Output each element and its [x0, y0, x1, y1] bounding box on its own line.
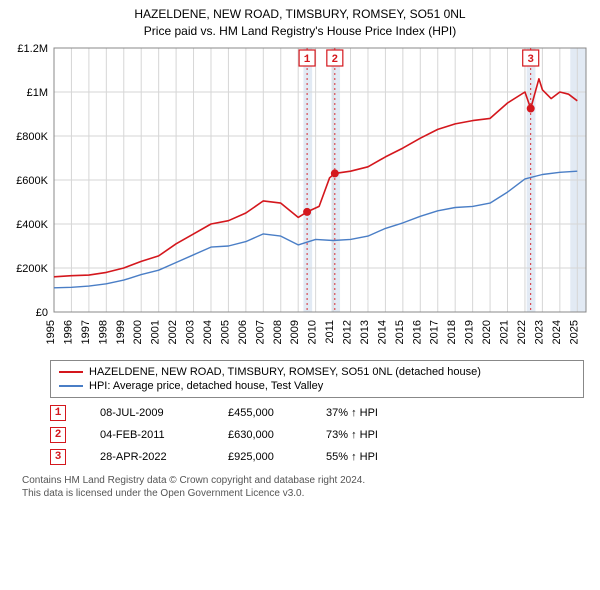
event-price: £455,000 — [228, 407, 298, 419]
legend-row: HAZELDENE, NEW ROAD, TIMSBURY, ROMSEY, S… — [59, 365, 575, 379]
legend-swatch — [59, 371, 83, 373]
events-table: 1 08-JUL-2009 £455,000 37% ↑ HPI 2 04-FEB-201… — [50, 402, 584, 468]
svg-text:2023: 2023 — [533, 320, 545, 344]
event-delta: 37% ↑ HPI — [326, 407, 416, 419]
legend-label: HAZELDENE, NEW ROAD, TIMSBURY, ROMSEY, S… — [89, 366, 481, 378]
svg-text:2009: 2009 — [289, 320, 301, 344]
svg-text:£200K: £200K — [16, 263, 48, 275]
event-price: £925,000 — [228, 451, 298, 463]
svg-text:2008: 2008 — [272, 320, 284, 344]
event-date: 04-FEB-2011 — [100, 429, 200, 441]
svg-text:2006: 2006 — [237, 320, 249, 344]
event-date: 28-APR-2022 — [100, 451, 200, 463]
svg-text:£0: £0 — [36, 307, 48, 319]
event-delta: 55% ↑ HPI — [326, 451, 416, 463]
svg-text:2010: 2010 — [307, 320, 319, 344]
legend-row: HPI: Average price, detached house, Test… — [59, 379, 575, 393]
svg-text:2022: 2022 — [516, 320, 528, 344]
event-date: 08-JUL-2009 — [100, 407, 200, 419]
svg-text:2024: 2024 — [551, 320, 563, 344]
event-row: 3 28-APR-2022 £925,000 55% ↑ HPI — [50, 446, 584, 468]
footer-line-1: Contains HM Land Registry data © Crown c… — [22, 474, 584, 487]
svg-text:£1.2M: £1.2M — [17, 44, 48, 55]
svg-text:2003: 2003 — [185, 320, 197, 344]
svg-text:2005: 2005 — [219, 320, 231, 344]
svg-text:2016: 2016 — [411, 320, 423, 344]
svg-text:1999: 1999 — [115, 320, 127, 344]
svg-text:2004: 2004 — [202, 320, 214, 344]
title-line-2: Price paid vs. HM Land Registry's House … — [10, 23, 590, 40]
svg-text:2025: 2025 — [568, 320, 580, 344]
legend-box: HAZELDENE, NEW ROAD, TIMSBURY, ROMSEY, S… — [50, 360, 584, 398]
svg-text:£600K: £600K — [16, 175, 48, 187]
svg-text:1996: 1996 — [62, 320, 74, 344]
event-badge: 2 — [50, 427, 66, 443]
title-line-1: HAZELDENE, NEW ROAD, TIMSBURY, ROMSEY, S… — [10, 6, 590, 23]
footer-note: Contains HM Land Registry data © Crown c… — [22, 474, 584, 500]
svg-text:2015: 2015 — [394, 320, 406, 344]
svg-text:1998: 1998 — [97, 320, 109, 344]
event-delta: 73% ↑ HPI — [326, 429, 416, 441]
event-badge: 3 — [50, 449, 66, 465]
svg-text:2014: 2014 — [376, 320, 388, 344]
footer-line-2: This data is licensed under the Open Gov… — [22, 487, 584, 500]
svg-text:2002: 2002 — [167, 320, 179, 344]
svg-text:2012: 2012 — [342, 320, 354, 344]
line-chart-svg: £0 £200K £400K £600K £800K £1M £1.2M 1995 1996 19… — [10, 44, 590, 354]
svg-text:2007: 2007 — [254, 320, 266, 344]
chart-title-block: HAZELDENE, NEW ROAD, TIMSBURY, ROMSEY, S… — [10, 6, 590, 40]
svg-text:2: 2 — [332, 54, 339, 66]
svg-text:2001: 2001 — [150, 320, 162, 344]
svg-text:1995: 1995 — [45, 320, 57, 344]
event-row: 1 08-JUL-2009 £455,000 37% ↑ HPI — [50, 402, 584, 424]
legend-swatch — [59, 385, 83, 387]
chart-area: £0 £200K £400K £600K £800K £1M £1.2M 1995 1996 19… — [10, 44, 590, 354]
event-badge: 1 — [50, 405, 66, 421]
svg-text:1997: 1997 — [80, 320, 92, 344]
svg-text:2021: 2021 — [499, 320, 511, 344]
svg-text:2019: 2019 — [464, 320, 476, 344]
svg-text:2018: 2018 — [446, 320, 458, 344]
event-price: £630,000 — [228, 429, 298, 441]
event-row: 2 04-FEB-2011 £630,000 73% ↑ HPI — [50, 424, 584, 446]
svg-text:2017: 2017 — [429, 320, 441, 344]
svg-text:2013: 2013 — [359, 320, 371, 344]
svg-text:3: 3 — [527, 54, 534, 66]
legend-label: HPI: Average price, detached house, Test… — [89, 380, 323, 392]
svg-text:2020: 2020 — [481, 320, 493, 344]
svg-text:£800K: £800K — [16, 131, 48, 143]
svg-text:£1M: £1M — [27, 87, 48, 99]
svg-text:1: 1 — [304, 54, 311, 66]
svg-text:2000: 2000 — [132, 320, 144, 344]
svg-text:£400K: £400K — [16, 219, 48, 231]
svg-text:2011: 2011 — [324, 320, 336, 344]
